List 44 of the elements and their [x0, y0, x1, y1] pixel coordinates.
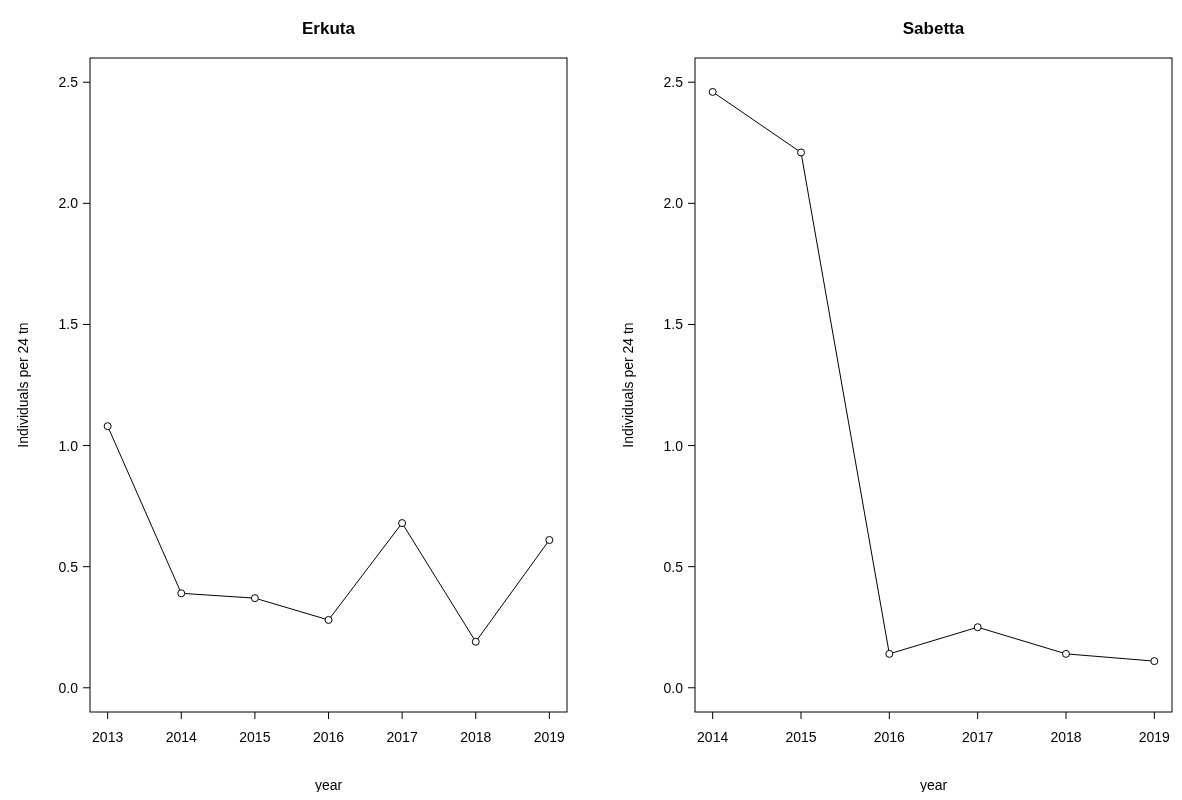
- x-tick-label: 2014: [697, 729, 729, 745]
- point: [250, 594, 259, 603]
- x-tick-label: 2017: [962, 729, 994, 745]
- x-tick-label: 2018: [1050, 729, 1082, 745]
- y-axis-title: Individuals per 24 tn: [620, 322, 636, 448]
- point: [545, 536, 554, 545]
- x-tick-label: 2017: [386, 729, 418, 745]
- point: [1150, 657, 1159, 666]
- x-axis-title: year: [919, 777, 948, 793]
- x-tick-label: 2016: [873, 729, 906, 745]
- point: [797, 148, 805, 157]
- y-tick-label: 2.5: [58, 74, 79, 91]
- y-tick-label: 2.0: [58, 195, 79, 212]
- x-tick-label: 2018: [460, 729, 492, 745]
- point: [177, 589, 186, 598]
- x-tick-label: 2014: [165, 729, 198, 745]
- chart-title: Erkuta: [302, 19, 356, 38]
- x-axis-title: year: [314, 777, 343, 793]
- point: [973, 623, 982, 632]
- y-tick-label: 1.5: [663, 316, 684, 333]
- x-tick-label: 2016: [312, 729, 345, 745]
- y-tick-label: 2.5: [663, 74, 684, 91]
- y-tick-label: 0.0: [663, 679, 684, 696]
- x-tick-label: 2013: [92, 729, 124, 745]
- y-tick-label: 1.0: [663, 437, 684, 454]
- x-tick-label: 2019: [1138, 729, 1171, 745]
- y-tick-label: 0.5: [58, 558, 79, 575]
- point: [1062, 649, 1070, 658]
- x-tick-label: 2015: [785, 729, 817, 745]
- y-tick-label: 0.5: [663, 558, 684, 575]
- y-axis-title: Individuals per 24 tn: [15, 322, 31, 448]
- point: [471, 637, 480, 646]
- point: [398, 519, 407, 528]
- y-tick-label: 1.5: [58, 316, 79, 333]
- point: [708, 87, 717, 96]
- y-tick-label: 0.0: [58, 679, 79, 696]
- y-tick-label: 2.0: [663, 195, 684, 212]
- chart-title: Sabetta: [902, 19, 965, 38]
- point: [103, 422, 112, 431]
- x-tick-label: 2019: [533, 729, 566, 745]
- x-tick-label: 2015: [239, 729, 271, 745]
- point: [324, 615, 333, 624]
- y-tick-label: 1.0: [58, 437, 79, 454]
- point: [885, 649, 894, 658]
